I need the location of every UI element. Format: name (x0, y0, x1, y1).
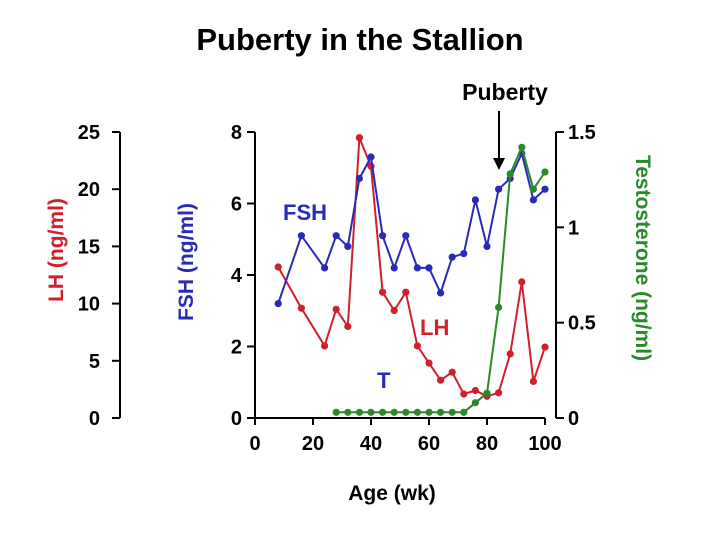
fsh-data-point (344, 242, 352, 250)
fsh-data-point (332, 232, 340, 240)
lh-series-label: LH (420, 315, 449, 340)
t-series-label: T (377, 368, 391, 393)
x-tick-label: 0 (249, 433, 260, 455)
t-data-point (460, 408, 468, 416)
fsh-tick-label: 6 (231, 194, 242, 216)
fsh-data-point (541, 185, 549, 193)
t-data-point (518, 143, 526, 151)
t-data-point (390, 408, 398, 416)
t-tick-label: 1.5 (568, 122, 596, 144)
lh-data-point (344, 322, 352, 331)
t-data-point (355, 408, 363, 416)
t-data-point (495, 303, 503, 311)
lh-data-point (274, 263, 282, 271)
fsh-data-point (367, 153, 375, 161)
fsh-data-point (379, 232, 387, 240)
lh-data-point (355, 134, 363, 142)
lh-axis-label: LH (ng/ml) (45, 198, 68, 302)
t-tick-label: 1 (568, 217, 579, 239)
testosterone-axis-label: Testosterone (ng/ml) (631, 155, 654, 361)
t-data-point (541, 168, 549, 176)
lh-data-point (541, 343, 549, 351)
lh-data-point (390, 306, 398, 315)
x-tick-label: 60 (418, 433, 440, 455)
t-data-point (448, 408, 456, 416)
fsh-tick-label: 0 (231, 408, 242, 430)
lh-tick-label: 25 (78, 122, 100, 144)
t-data-point (529, 185, 538, 193)
fsh-data-point (483, 242, 491, 250)
lh-data-point (437, 376, 445, 384)
chart-title: Puberty in the Stallion (196, 22, 523, 57)
fsh-data-point (402, 232, 410, 240)
lh-data-point (495, 389, 503, 397)
x-tick-label: 20 (302, 433, 324, 455)
t-data-point (344, 408, 352, 416)
puberty-annotation: Puberty (462, 79, 548, 105)
x-axis-label: Age (wk) (348, 482, 436, 505)
fsh-tick-label: 2 (231, 337, 242, 359)
lh-data-point (448, 368, 456, 376)
t-data-point (483, 389, 491, 397)
fsh-data-point (437, 289, 445, 297)
lh-data-point (518, 278, 526, 286)
lh-data-point (332, 305, 340, 313)
lh-data-point (471, 386, 479, 395)
fsh-data-point (495, 185, 503, 193)
lh-tick-label: 20 (78, 179, 100, 201)
fsh-data-point (321, 264, 329, 272)
t-data-point (367, 408, 375, 416)
fsh-data-point (448, 253, 456, 261)
fsh-data-point (425, 264, 433, 272)
lh-data-point (413, 342, 421, 350)
t-data-point (402, 408, 410, 416)
lh-data-point (379, 288, 387, 296)
lh-tick-label: 15 (78, 236, 100, 258)
puberty-arrow (493, 111, 505, 170)
fsh-data-point (297, 232, 305, 240)
fsh-data-point (355, 174, 363, 183)
plot-area (274, 134, 549, 416)
lh-data-point (529, 377, 538, 385)
lh-tick-label: 10 (78, 294, 100, 316)
t-tick-label: 0 (568, 408, 579, 430)
fsh-data-point (390, 264, 398, 272)
lh-series-line (277, 136, 546, 398)
x-tick-label: 100 (528, 433, 561, 455)
fsh-series-line (277, 152, 546, 304)
x-tick-label: 80 (476, 433, 498, 455)
t-data-point (425, 408, 433, 416)
fsh-data-point (471, 196, 479, 204)
lh-data-point (402, 288, 410, 296)
lh-data-point (506, 350, 514, 358)
fsh-data-point (529, 196, 538, 204)
t-series-line (336, 146, 546, 414)
lh-data-point (460, 390, 468, 398)
fsh-series-label: FSH (283, 200, 327, 225)
t-data-point (506, 170, 514, 178)
x-tick-label: 40 (360, 433, 382, 455)
fsh-data-point (460, 250, 468, 258)
t-data-point (379, 408, 387, 416)
t-data-point (332, 408, 340, 416)
lh-tick-label: 0 (89, 408, 100, 430)
t-data-point (437, 408, 445, 416)
t-data-point (471, 399, 479, 407)
t-data-point (413, 408, 421, 416)
fsh-data-point (413, 264, 421, 272)
fsh-tick-label: 4 (231, 265, 243, 287)
lh-tick-label: 5 (89, 351, 100, 373)
t-tick-label: 0.5 (568, 313, 596, 335)
fsh-data-point (274, 300, 282, 308)
fsh-axis-label: FSH (ng/ml) (175, 203, 198, 321)
lh-data-point (321, 342, 329, 350)
lh-data-point (425, 359, 433, 367)
lh-data-point (297, 304, 305, 312)
fsh-tick-label: 8 (231, 122, 242, 144)
